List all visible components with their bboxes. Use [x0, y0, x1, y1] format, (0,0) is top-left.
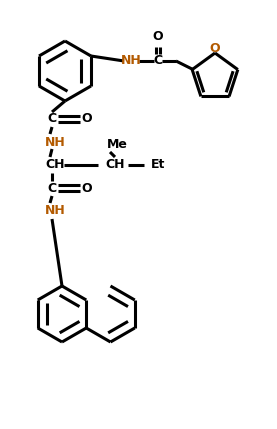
Text: C: C	[153, 54, 163, 67]
Text: NH: NH	[45, 205, 65, 218]
Text: NH: NH	[120, 54, 141, 67]
Text: O: O	[82, 181, 92, 194]
Text: O: O	[210, 42, 220, 54]
Text: Et: Et	[151, 158, 165, 172]
Text: O: O	[153, 30, 163, 43]
Text: C: C	[47, 112, 57, 126]
Text: C: C	[47, 181, 57, 194]
Text: O: O	[82, 112, 92, 126]
Text: Me: Me	[107, 138, 127, 151]
Text: CH: CH	[45, 158, 65, 172]
Text: NH: NH	[45, 136, 65, 148]
Text: CH: CH	[105, 158, 125, 172]
